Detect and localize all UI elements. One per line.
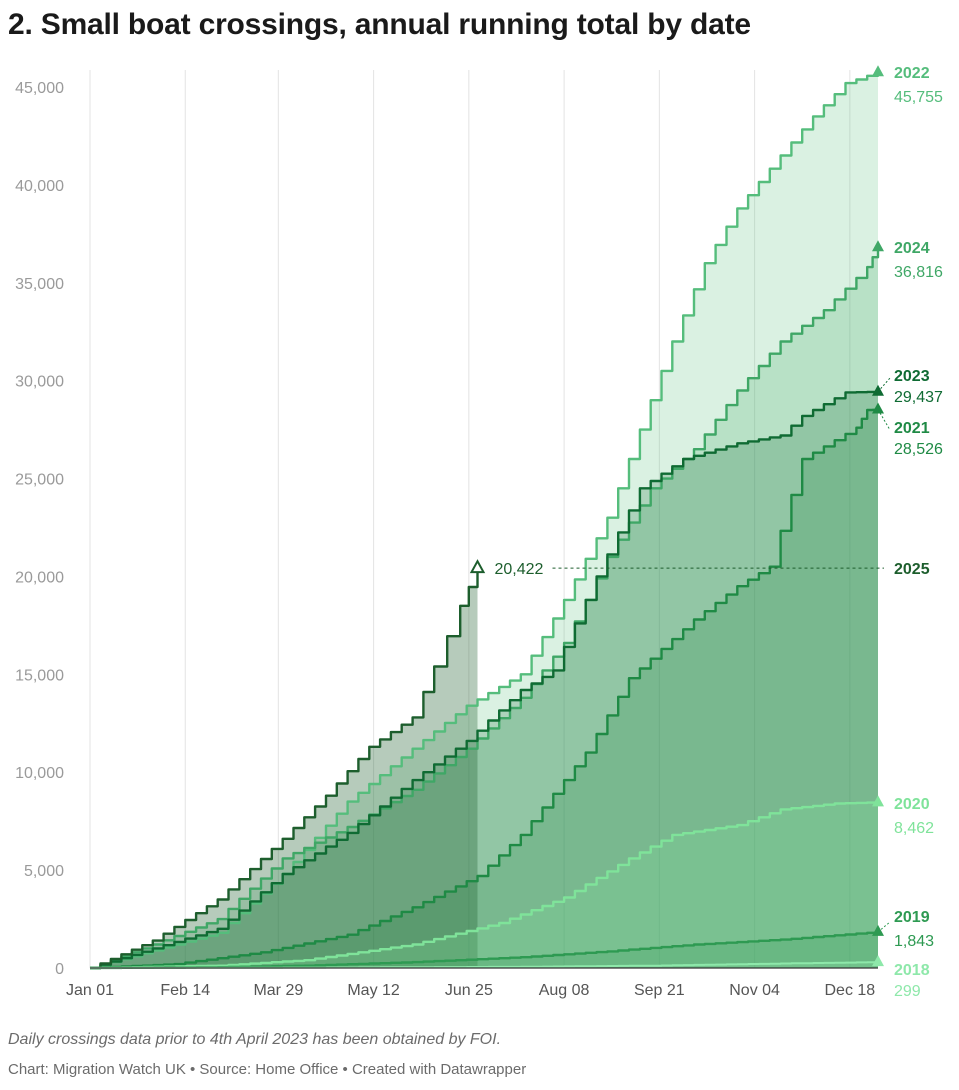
line-2021 (90, 408, 880, 970)
x-tick-label: Dec 18 (825, 982, 876, 999)
end-marker-2024 (872, 240, 884, 252)
end-label-value-2022: 45,755 (894, 89, 943, 106)
end-marker-2021 (872, 402, 884, 414)
x-tick-label: Sep 21 (634, 982, 685, 999)
line-2025 (90, 568, 479, 970)
end-marker-2023 (872, 384, 884, 396)
area-2019 (90, 931, 878, 968)
axis-layer: Jan 01 Feb 14 Mar 29 May 12 Jun 25 Aug 08 Sep … (15, 80, 878, 999)
x-tick-label: Jun 25 (445, 982, 493, 999)
end-label-year-2020: 2020 (894, 796, 930, 813)
area-2022 (90, 72, 878, 968)
area-2021 (90, 409, 878, 968)
x-tick-label: Aug 08 (539, 982, 590, 999)
x-tick-label: Feb 14 (160, 982, 210, 999)
y-tick-label: 40,000 (15, 178, 64, 195)
end-label-value-2019: 1,843 (894, 933, 934, 950)
line-2022 (90, 72, 880, 970)
end-label-value-2021: 28,526 (894, 441, 943, 458)
y-tick-label: 20,000 (15, 569, 64, 586)
area-2023 (90, 391, 878, 968)
end-marker-2025 (469, 559, 486, 574)
y-tick-label: 10,000 (15, 765, 64, 782)
end-label-value-2018: 299 (894, 983, 921, 1000)
footnote: Daily crossings data prior to 4th April … (8, 1031, 502, 1048)
x-tick-label: Mar 29 (253, 982, 303, 999)
line-2020 (90, 801, 880, 970)
end-label-year-2019: 2019 (894, 909, 930, 926)
end-label-year-2023: 2023 (894, 368, 930, 385)
area-2018 (90, 962, 878, 968)
callout-value-2025: 20,422 (495, 561, 544, 578)
end-label-year-2021: 2021 (894, 420, 930, 437)
line-2023 (90, 390, 880, 970)
end-label-year-2018: 2018 (894, 962, 930, 979)
y-tick-label: 15,000 (15, 667, 64, 684)
x-tick-label: Jan 01 (66, 982, 114, 999)
grid (89, 70, 851, 968)
end-label-year-2022: 2022 (894, 65, 930, 82)
y-tick-label: 5,000 (24, 863, 64, 880)
area-2020 (90, 802, 878, 968)
area-2025 (90, 568, 478, 968)
chart: Jan 01 Feb 14 Mar 29 May 12 Jun 25 Aug 08 Sep … (15, 65, 944, 1000)
end-label-value-2023: 29,437 (894, 389, 943, 406)
x-tick-label: May 12 (347, 982, 400, 999)
leader-2019 (877, 921, 891, 933)
x-tick-label: Nov 04 (729, 982, 780, 999)
area-layer (90, 72, 878, 968)
y-tick-label: 25,000 (15, 472, 64, 489)
y-tick-label: 35,000 (15, 276, 64, 293)
leader-2023 (877, 377, 891, 393)
end-marker-2022 (872, 65, 884, 77)
y-tick-label: 0 (55, 961, 64, 978)
end-label-value-2024: 36,816 (894, 264, 943, 281)
area-2024 (90, 247, 878, 968)
y-tick-label: 45,000 (15, 80, 64, 97)
page-title: 2. Small boat crossings, annual running … (8, 8, 751, 41)
end-label-year-2025: 2025 (894, 561, 930, 578)
end-marker-2019 (872, 924, 884, 936)
end-marker-2018 (872, 955, 884, 967)
end-label-year-2024: 2024 (894, 240, 930, 257)
end-marker-2020 (872, 795, 884, 807)
y-tick-label: 30,000 (15, 374, 64, 391)
label-layer: 2018 299 2019 1,843 2020 8,462 2021 28,526 2022 4… (495, 65, 944, 1000)
source-credit: Chart: Migration Watch UK • Source: Home… (8, 1061, 527, 1078)
end-label-value-2020: 8,462 (894, 820, 934, 837)
